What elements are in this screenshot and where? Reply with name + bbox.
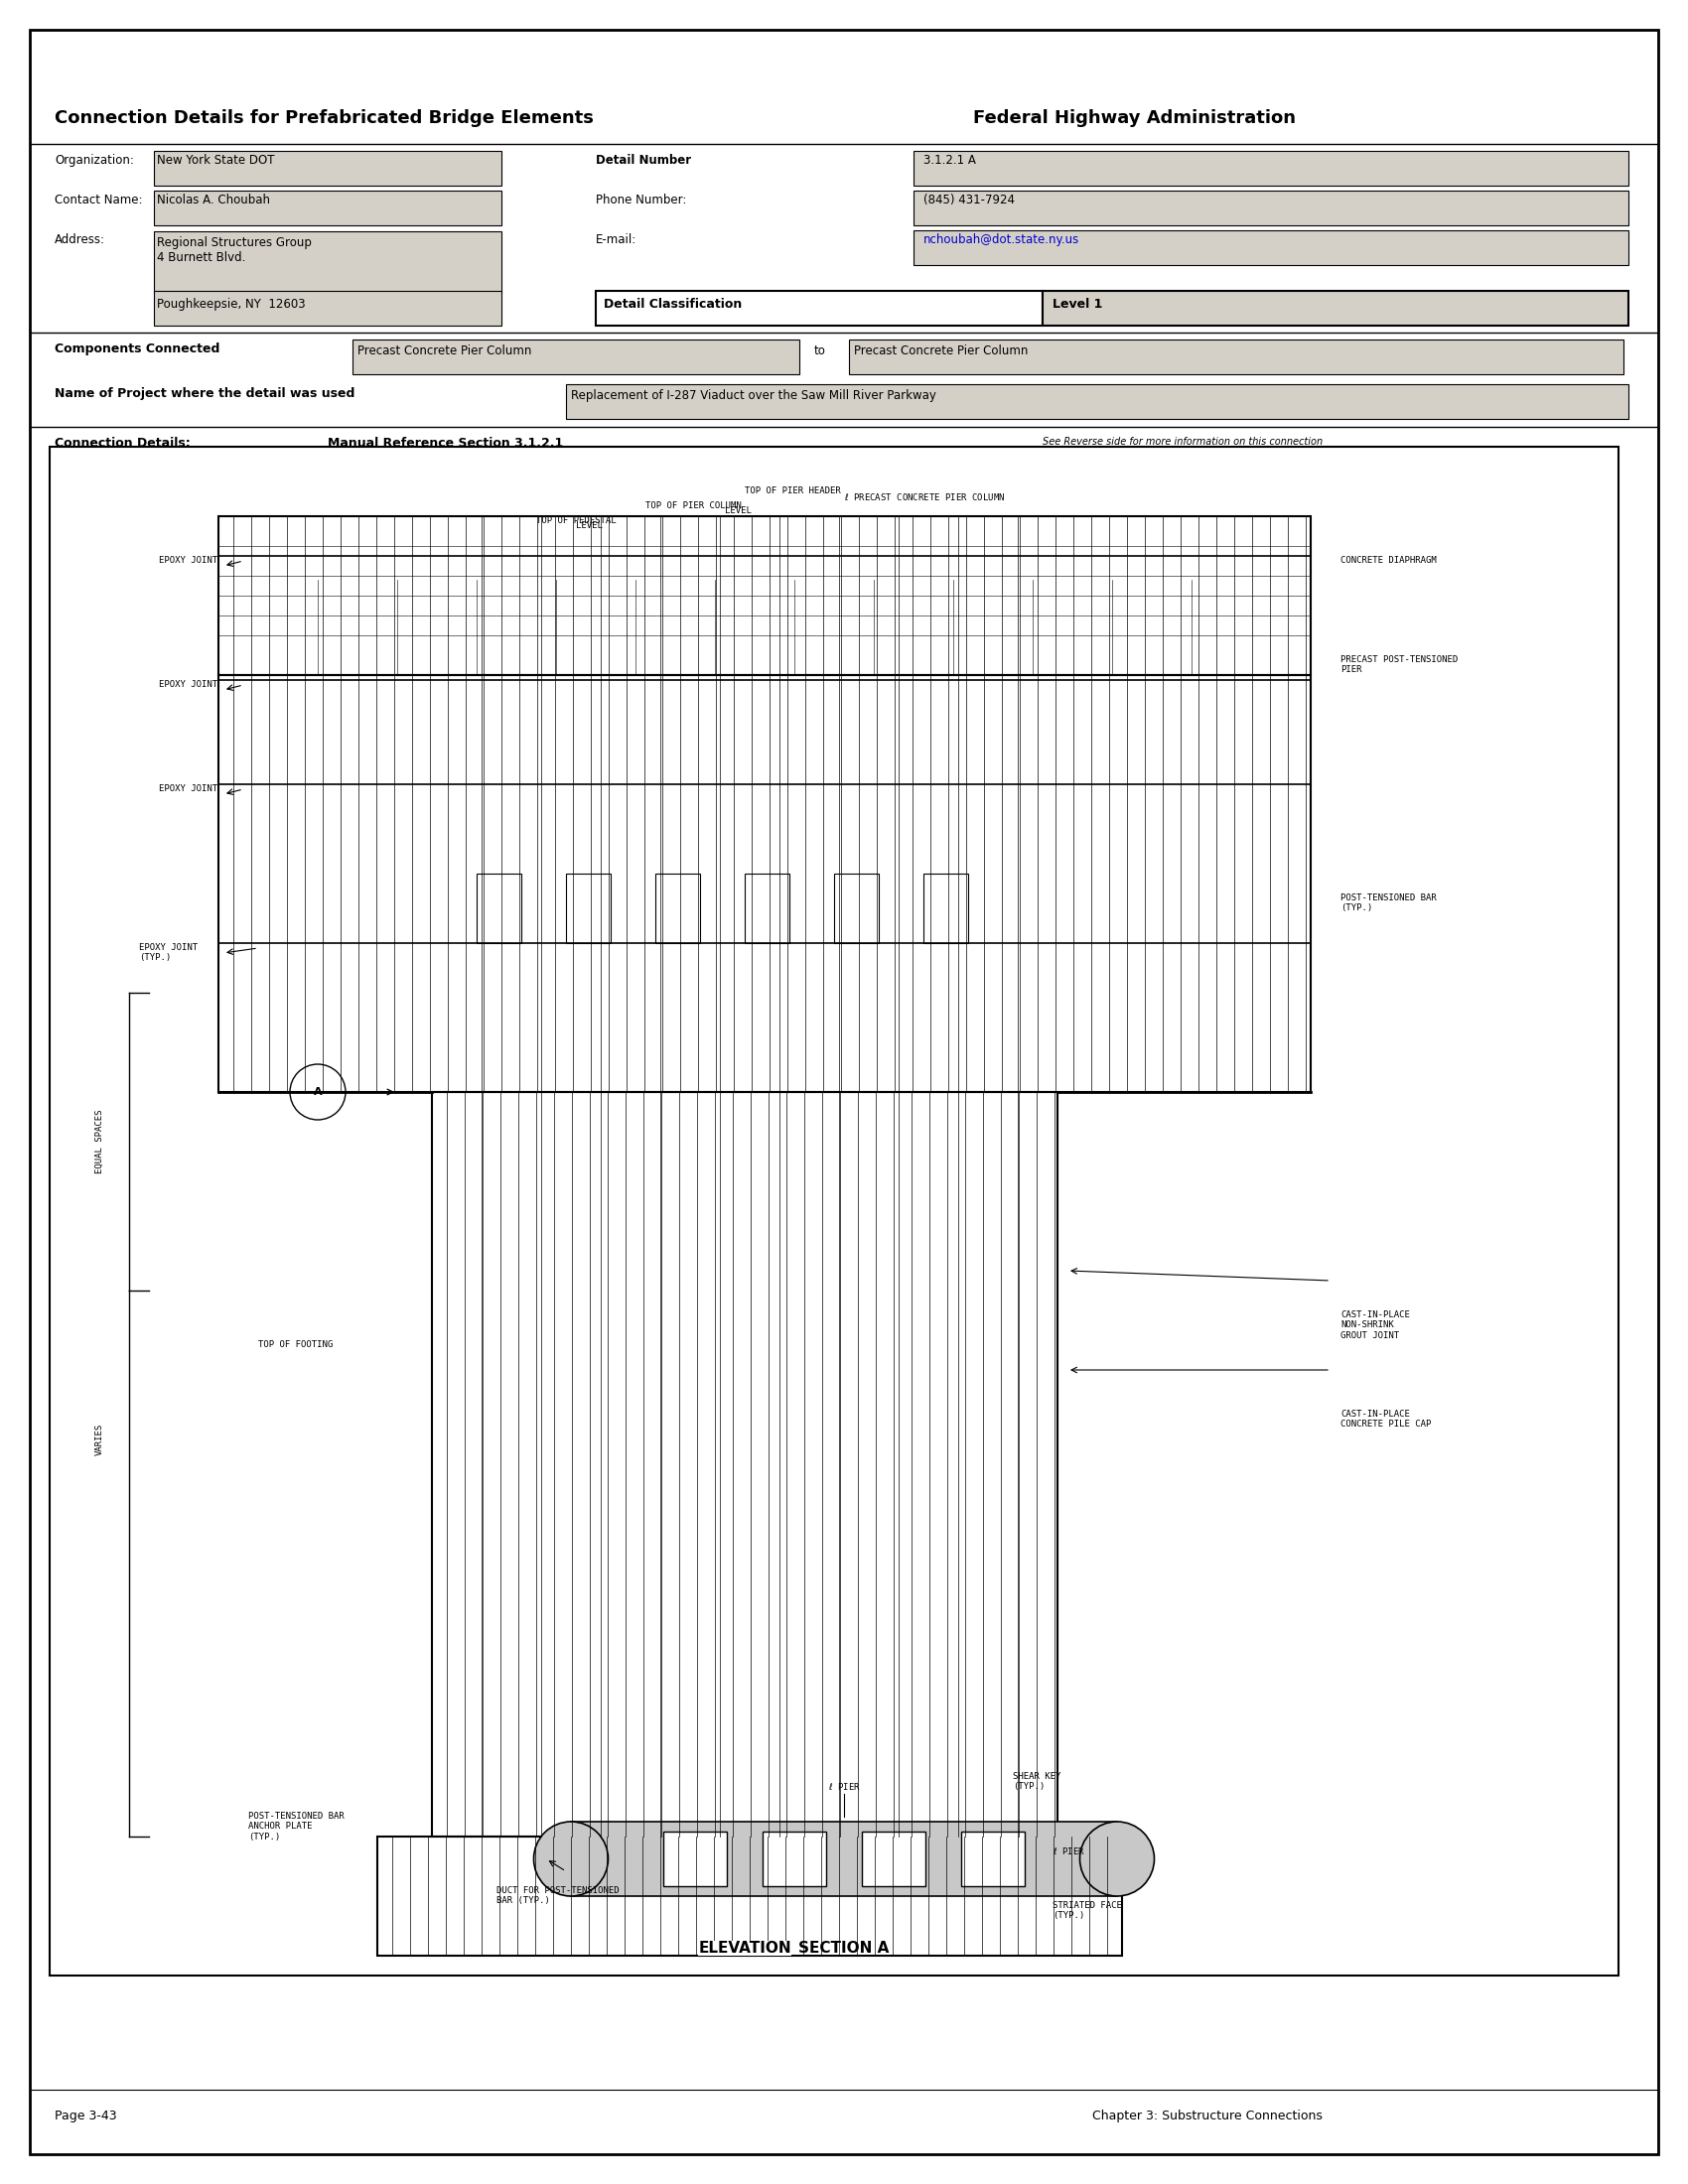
Text: Replacement of I-287 Viaduct over the Saw Mill River Parkway: Replacement of I-287 Viaduct over the Sa… <box>571 389 937 402</box>
Text: DUCT FOR POST-TENSIONED
BAR (TYP.): DUCT FOR POST-TENSIONED BAR (TYP.) <box>496 1887 619 1904</box>
Text: LEVEL: LEVEL <box>576 522 603 531</box>
Text: A: A <box>314 1088 322 1096</box>
Text: Precast Concrete Pier Column: Precast Concrete Pier Column <box>358 345 532 358</box>
Text: to: to <box>814 345 825 358</box>
Text: (845) 431-7924: (845) 431-7924 <box>923 194 1014 207</box>
Bar <box>913 151 1629 186</box>
Bar <box>154 190 501 225</box>
Bar <box>655 874 701 943</box>
Bar <box>565 384 1629 419</box>
Bar <box>913 229 1629 264</box>
Text: EPOXY JOINT: EPOXY JOINT <box>159 557 218 566</box>
Text: SHEAR KEY
(TYP.): SHEAR KEY (TYP.) <box>1013 1771 1060 1791</box>
Bar <box>154 151 501 186</box>
Text: Contact Name:: Contact Name: <box>54 194 142 207</box>
Text: CAST-IN-PLACE
CONCRETE PILE CAP: CAST-IN-PLACE CONCRETE PILE CAP <box>1340 1409 1431 1428</box>
Text: POST-TENSIONED BAR
(TYP.): POST-TENSIONED BAR (TYP.) <box>1340 893 1436 913</box>
Bar <box>863 1832 925 1887</box>
Text: SECTION A: SECTION A <box>798 1942 890 1955</box>
Text: Nicolas A. Choubah: Nicolas A. Choubah <box>157 194 270 207</box>
Text: Components Connected: Components Connected <box>54 343 219 356</box>
Text: Detail Number: Detail Number <box>596 153 690 166</box>
Text: TOP OF PIER COLUMN: TOP OF PIER COLUMN <box>645 502 741 511</box>
Text: Precast Concrete Pier Column: Precast Concrete Pier Column <box>854 345 1028 358</box>
Text: Address:: Address: <box>54 234 105 247</box>
Text: TOP OF FOOTING: TOP OF FOOTING <box>258 1341 333 1350</box>
Text: Page 3-43: Page 3-43 <box>54 2110 116 2123</box>
Text: ELEVATION: ELEVATION <box>699 1942 792 1955</box>
Text: LEVEL: LEVEL <box>724 507 751 515</box>
Text: Manual Reference Section 3.1.2.1: Manual Reference Section 3.1.2.1 <box>327 437 564 450</box>
Bar <box>913 190 1629 225</box>
Text: EPOXY JOINT
(TYP.): EPOXY JOINT (TYP.) <box>138 943 197 963</box>
Text: See Reverse side for more information on this connection: See Reverse side for more information on… <box>1043 437 1323 448</box>
Text: Phone Number:: Phone Number: <box>596 194 687 207</box>
Bar <box>218 515 1310 675</box>
Text: Name of Project where the detail was used: Name of Project where the detail was use… <box>54 387 354 400</box>
Text: E-mail:: E-mail: <box>596 234 636 247</box>
Text: New York State DOT: New York State DOT <box>157 153 275 166</box>
Bar <box>744 874 790 943</box>
Text: CONCRETE DIAPHRAGM: CONCRETE DIAPHRAGM <box>1340 557 1436 566</box>
Text: Connection Details for Prefabricated Bridge Elements: Connection Details for Prefabricated Bri… <box>54 109 594 127</box>
Text: EPOXY JOINT: EPOXY JOINT <box>159 679 218 688</box>
Text: nchoubah@dot.state.ny.us: nchoubah@dot.state.ny.us <box>923 234 1080 247</box>
Text: EPOXY JOINT: EPOXY JOINT <box>159 784 218 793</box>
Bar <box>1043 290 1629 325</box>
Bar <box>154 232 501 293</box>
Bar <box>923 874 969 943</box>
Text: $\ell$ PIER: $\ell$ PIER <box>1053 1845 1085 1856</box>
Text: Federal Highway Administration: Federal Highway Administration <box>972 109 1296 127</box>
Bar <box>596 290 1043 325</box>
Text: PRECAST POST-TENSIONED
PIER: PRECAST POST-TENSIONED PIER <box>1340 655 1458 675</box>
Text: Level 1: Level 1 <box>1053 297 1102 310</box>
Text: Connection Details:: Connection Details: <box>54 437 191 450</box>
Text: $\ell$ PRECAST CONCRETE PIER COLUMN: $\ell$ PRECAST CONCRETE PIER COLUMN <box>844 491 1006 502</box>
Text: STRIATED FACE
(TYP.): STRIATED FACE (TYP.) <box>1053 1900 1123 1920</box>
Text: EQUAL SPACES: EQUAL SPACES <box>95 1109 103 1173</box>
Bar <box>960 1832 1025 1887</box>
Text: POST-TENSIONED BAR
ANCHOR PLATE
(TYP.): POST-TENSIONED BAR ANCHOR PLATE (TYP.) <box>248 1813 344 1841</box>
Bar <box>571 1821 1117 1896</box>
Bar <box>353 339 800 373</box>
Bar <box>49 448 1619 1977</box>
Bar <box>849 339 1624 373</box>
Bar <box>378 1837 1123 1955</box>
Text: TOP OF PEDESTAL: TOP OF PEDESTAL <box>537 515 616 524</box>
Text: CAST-IN-PLACE
NON-SHRINK
GROUT JOINT: CAST-IN-PLACE NON-SHRINK GROUT JOINT <box>1340 1310 1409 1341</box>
Bar <box>565 874 611 943</box>
Circle shape <box>533 1821 608 1896</box>
Text: TOP OF PIER HEADER: TOP OF PIER HEADER <box>744 487 841 496</box>
Bar <box>154 290 501 325</box>
Bar <box>663 1832 728 1887</box>
Text: Poughkeepsie, NY  12603: Poughkeepsie, NY 12603 <box>157 297 306 310</box>
Bar <box>432 1092 1057 1837</box>
Bar <box>218 675 1310 1092</box>
Text: 3.1.2.1 A: 3.1.2.1 A <box>923 153 976 166</box>
Circle shape <box>1080 1821 1155 1896</box>
Text: $\ell$ PIER: $\ell$ PIER <box>827 1780 861 1791</box>
Text: Chapter 3: Substructure Connections: Chapter 3: Substructure Connections <box>1092 2110 1322 2123</box>
Bar <box>834 874 879 943</box>
Text: Regional Structures Group
4 Burnett Blvd.: Regional Structures Group 4 Burnett Blvd… <box>157 236 312 264</box>
Bar <box>763 1832 825 1887</box>
Bar <box>476 874 522 943</box>
Text: Detail Classification: Detail Classification <box>604 297 743 310</box>
Text: Organization:: Organization: <box>54 153 133 166</box>
Text: VARIES: VARIES <box>95 1424 103 1455</box>
